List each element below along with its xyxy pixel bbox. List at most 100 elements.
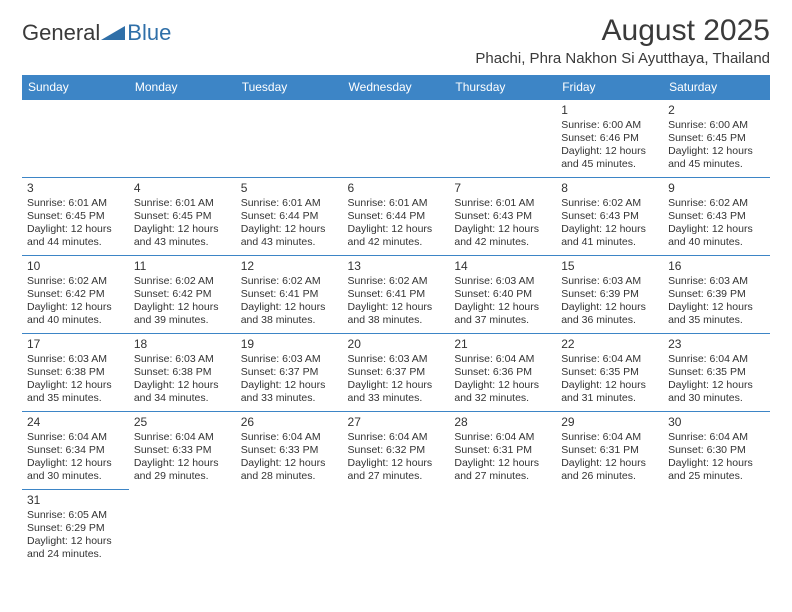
day-info: Sunrise: 6:03 AMSunset: 6:39 PMDaylight:… xyxy=(561,275,658,328)
day-daylight1: Daylight: 12 hours xyxy=(348,379,445,392)
day-sunset: Sunset: 6:39 PM xyxy=(668,288,765,301)
calendar-day-cell xyxy=(663,490,770,568)
calendar-week-row: 17Sunrise: 6:03 AMSunset: 6:38 PMDayligh… xyxy=(22,334,770,412)
day-daylight2: and 42 minutes. xyxy=(454,236,551,249)
day-info: Sunrise: 6:00 AMSunset: 6:45 PMDaylight:… xyxy=(668,119,765,172)
day-sunset: Sunset: 6:33 PM xyxy=(134,444,231,457)
day-info: Sunrise: 6:01 AMSunset: 6:44 PMDaylight:… xyxy=(241,197,338,250)
day-sunrise: Sunrise: 6:04 AM xyxy=(27,431,124,444)
day-info: Sunrise: 6:04 AMSunset: 6:35 PMDaylight:… xyxy=(668,353,765,406)
day-sunset: Sunset: 6:41 PM xyxy=(241,288,338,301)
day-sunrise: Sunrise: 6:03 AM xyxy=(348,353,445,366)
day-number: 6 xyxy=(348,181,445,196)
day-sunset: Sunset: 6:41 PM xyxy=(348,288,445,301)
day-daylight1: Daylight: 12 hours xyxy=(134,457,231,470)
day-daylight1: Daylight: 12 hours xyxy=(134,301,231,314)
day-sunrise: Sunrise: 6:04 AM xyxy=(134,431,231,444)
calendar-day-cell: 24Sunrise: 6:04 AMSunset: 6:34 PMDayligh… xyxy=(22,412,129,490)
day-sunset: Sunset: 6:44 PM xyxy=(348,210,445,223)
calendar-day-cell xyxy=(343,100,450,178)
day-number: 12 xyxy=(241,259,338,274)
day-sunrise: Sunrise: 6:03 AM xyxy=(454,275,551,288)
day-sunset: Sunset: 6:38 PM xyxy=(134,366,231,379)
day-number: 3 xyxy=(27,181,124,196)
day-sunrise: Sunrise: 6:02 AM xyxy=(134,275,231,288)
day-info: Sunrise: 6:04 AMSunset: 6:31 PMDaylight:… xyxy=(454,431,551,484)
weekday-header: Friday xyxy=(556,75,663,100)
calendar-day-cell: 30Sunrise: 6:04 AMSunset: 6:30 PMDayligh… xyxy=(663,412,770,490)
day-sunrise: Sunrise: 6:03 AM xyxy=(668,275,765,288)
calendar-table: Sunday Monday Tuesday Wednesday Thursday… xyxy=(22,75,770,568)
day-daylight2: and 40 minutes. xyxy=(27,314,124,327)
day-daylight1: Daylight: 12 hours xyxy=(27,379,124,392)
calendar-day-cell: 14Sunrise: 6:03 AMSunset: 6:40 PMDayligh… xyxy=(449,256,556,334)
day-daylight1: Daylight: 12 hours xyxy=(668,145,765,158)
day-info: Sunrise: 6:04 AMSunset: 6:30 PMDaylight:… xyxy=(668,431,765,484)
day-number: 11 xyxy=(134,259,231,274)
day-daylight1: Daylight: 12 hours xyxy=(454,301,551,314)
calendar-week-row: 1Sunrise: 6:00 AMSunset: 6:46 PMDaylight… xyxy=(22,100,770,178)
day-sunset: Sunset: 6:37 PM xyxy=(241,366,338,379)
calendar-day-cell: 5Sunrise: 6:01 AMSunset: 6:44 PMDaylight… xyxy=(236,178,343,256)
day-sunset: Sunset: 6:31 PM xyxy=(454,444,551,457)
day-sunset: Sunset: 6:35 PM xyxy=(668,366,765,379)
day-sunset: Sunset: 6:42 PM xyxy=(134,288,231,301)
day-info: Sunrise: 6:02 AMSunset: 6:43 PMDaylight:… xyxy=(668,197,765,250)
day-sunset: Sunset: 6:44 PM xyxy=(241,210,338,223)
day-sunrise: Sunrise: 6:01 AM xyxy=(454,197,551,210)
day-daylight2: and 29 minutes. xyxy=(134,470,231,483)
day-number: 9 xyxy=(668,181,765,196)
day-number: 19 xyxy=(241,337,338,352)
day-sunrise: Sunrise: 6:03 AM xyxy=(241,353,338,366)
day-daylight2: and 24 minutes. xyxy=(27,548,124,561)
day-info: Sunrise: 6:02 AMSunset: 6:42 PMDaylight:… xyxy=(134,275,231,328)
day-daylight1: Daylight: 12 hours xyxy=(668,223,765,236)
day-daylight2: and 35 minutes. xyxy=(668,314,765,327)
day-daylight1: Daylight: 12 hours xyxy=(27,223,124,236)
day-sunrise: Sunrise: 6:02 AM xyxy=(27,275,124,288)
day-sunset: Sunset: 6:43 PM xyxy=(668,210,765,223)
month-title: August 2025 xyxy=(475,14,770,48)
calendar-day-cell: 22Sunrise: 6:04 AMSunset: 6:35 PMDayligh… xyxy=(556,334,663,412)
day-info: Sunrise: 6:02 AMSunset: 6:43 PMDaylight:… xyxy=(561,197,658,250)
day-sunrise: Sunrise: 6:02 AM xyxy=(348,275,445,288)
calendar-day-cell xyxy=(129,490,236,568)
day-daylight1: Daylight: 12 hours xyxy=(241,379,338,392)
day-number: 24 xyxy=(27,415,124,430)
day-daylight2: and 45 minutes. xyxy=(668,158,765,171)
day-daylight2: and 31 minutes. xyxy=(561,392,658,405)
day-daylight2: and 38 minutes. xyxy=(241,314,338,327)
day-daylight2: and 44 minutes. xyxy=(27,236,124,249)
day-daylight2: and 33 minutes. xyxy=(241,392,338,405)
day-sunrise: Sunrise: 6:04 AM xyxy=(561,431,658,444)
day-sunrise: Sunrise: 6:00 AM xyxy=(668,119,765,132)
day-number: 17 xyxy=(27,337,124,352)
day-sunrise: Sunrise: 6:04 AM xyxy=(454,353,551,366)
day-daylight1: Daylight: 12 hours xyxy=(561,145,658,158)
day-sunset: Sunset: 6:30 PM xyxy=(668,444,765,457)
day-info: Sunrise: 6:04 AMSunset: 6:35 PMDaylight:… xyxy=(561,353,658,406)
day-sunrise: Sunrise: 6:04 AM xyxy=(241,431,338,444)
day-info: Sunrise: 6:03 AMSunset: 6:38 PMDaylight:… xyxy=(27,353,124,406)
day-sunrise: Sunrise: 6:04 AM xyxy=(561,353,658,366)
day-sunset: Sunset: 6:37 PM xyxy=(348,366,445,379)
calendar-day-cell xyxy=(556,490,663,568)
day-sunrise: Sunrise: 6:01 AM xyxy=(241,197,338,210)
day-sunset: Sunset: 6:33 PM xyxy=(241,444,338,457)
day-sunset: Sunset: 6:31 PM xyxy=(561,444,658,457)
day-daylight2: and 41 minutes. xyxy=(561,236,658,249)
weekday-header: Tuesday xyxy=(236,75,343,100)
day-number: 31 xyxy=(27,493,124,508)
day-info: Sunrise: 6:03 AMSunset: 6:39 PMDaylight:… xyxy=(668,275,765,328)
calendar-day-cell: 6Sunrise: 6:01 AMSunset: 6:44 PMDaylight… xyxy=(343,178,450,256)
day-sunrise: Sunrise: 6:00 AM xyxy=(561,119,658,132)
day-number: 2 xyxy=(668,103,765,118)
weekday-header: Saturday xyxy=(663,75,770,100)
day-number: 7 xyxy=(454,181,551,196)
calendar-day-cell: 11Sunrise: 6:02 AMSunset: 6:42 PMDayligh… xyxy=(129,256,236,334)
day-info: Sunrise: 6:03 AMSunset: 6:37 PMDaylight:… xyxy=(348,353,445,406)
day-sunrise: Sunrise: 6:04 AM xyxy=(348,431,445,444)
day-daylight2: and 35 minutes. xyxy=(27,392,124,405)
weekday-header: Sunday xyxy=(22,75,129,100)
day-number: 8 xyxy=(561,181,658,196)
